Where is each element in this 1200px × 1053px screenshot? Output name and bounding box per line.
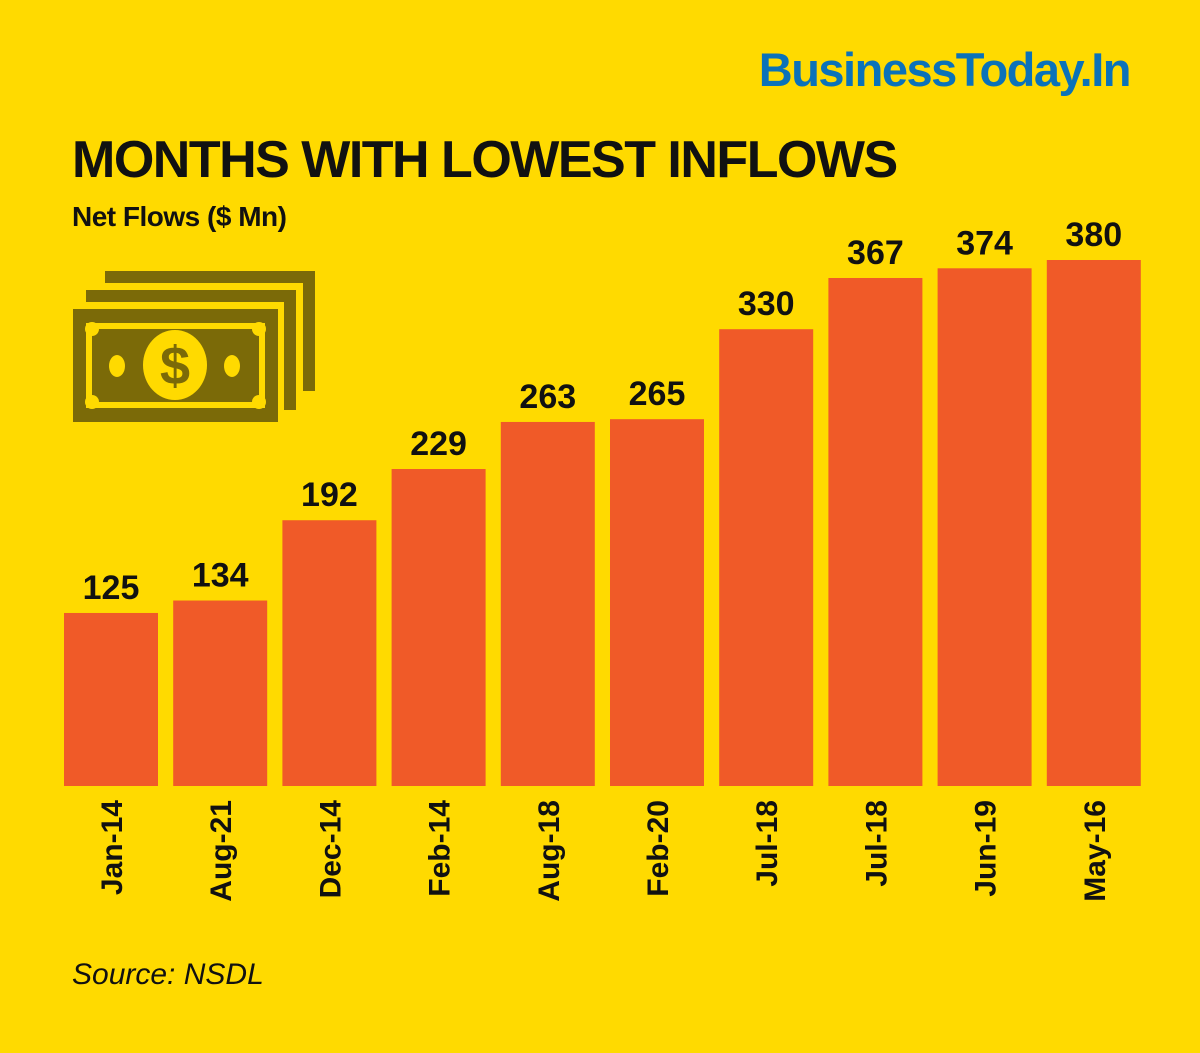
bar [500,421,595,786]
chart-subtitle: Net Flows ($ Mn) [72,201,287,232]
data-label: 367 [847,234,904,272]
bar [610,419,704,786]
bar [64,612,158,786]
x-tick-label: Aug-18 [533,800,566,902]
x-tick-label: Dec-14 [314,800,347,899]
data-label: 229 [410,425,467,463]
bar [1046,260,1141,786]
data-label: 374 [956,224,1013,262]
x-tick-label: Aug-21 [205,800,238,902]
data-label: 192 [301,476,358,514]
bar [173,600,268,786]
svg-text:$: $ [160,336,190,396]
data-label: 125 [83,569,140,607]
data-label: 330 [738,285,795,323]
x-tick-label: May-16 [1079,800,1112,902]
data-label: 263 [519,378,576,416]
chart-title: MONTHS WITH LOWEST INFLOWS [72,131,898,189]
x-tick-label: Jul-18 [751,800,784,887]
x-tick-label: Jul-18 [860,800,893,887]
logo: BusinessToday.In [758,43,1132,96]
money-bills-icon: $ [73,271,315,422]
bar [937,268,1032,786]
bar [828,277,923,786]
bar [282,520,377,786]
data-label: 134 [192,557,249,595]
data-label: 265 [629,375,686,413]
data-label: 380 [1065,216,1122,254]
x-tick-label: Feb-14 [424,800,457,897]
bar [391,469,486,786]
x-tick-label: Jun-19 [970,800,1003,897]
x-tick-label: Feb-20 [642,800,675,897]
source-note: Source: NSDL [72,958,264,991]
bar [719,329,814,786]
x-tick-label: Jan-14 [96,800,129,895]
